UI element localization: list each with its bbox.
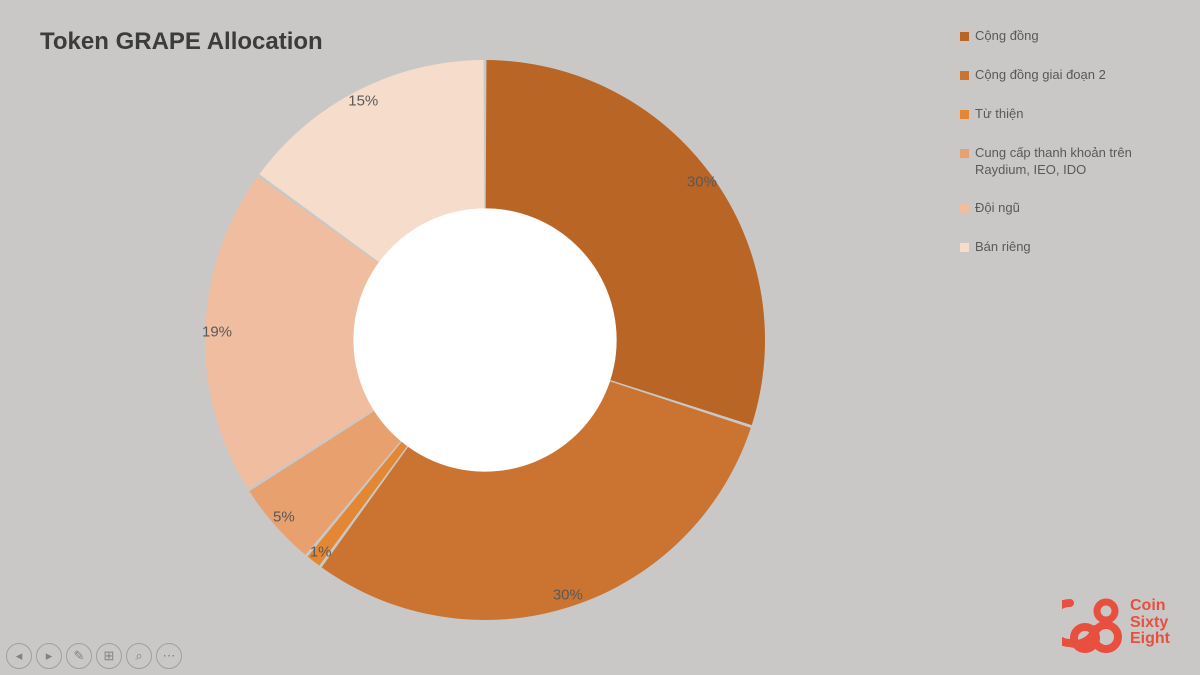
page-title: Token GRAPE Allocation [40,28,323,56]
logo-line: Coin [1130,598,1170,615]
slice-datalabel: 30% [553,587,583,604]
legend-swatch [960,243,969,252]
view-all-button[interactable]: ⊞ [96,643,122,669]
zoom-button[interactable]: ⌕ [126,643,152,669]
legend-label: Cộng đồng giai đoạn 2 [975,67,1106,84]
chart-legend: Cộng đồng Cộng đồng giai đoạn 2 Từ thiện Cu… [960,28,1160,278]
prev-slide-button[interactable]: ◂ [6,643,32,669]
donut-hole [353,208,616,471]
legend-label: Cung cấp thanh khoản trên Raydium, IEO, … [975,145,1150,179]
legend-swatch [960,204,969,213]
legend-item: Bán riêng [960,239,1160,256]
pen-button[interactable]: ✎ [66,643,92,669]
next-slide-button[interactable]: ▸ [36,643,62,669]
slice-datalabel: 1% [310,543,332,560]
legend-label: Bán riêng [975,239,1031,256]
legend-item: Cộng đồng [960,28,1160,45]
legend-swatch [960,110,969,119]
legend-label: Cộng đồng [975,28,1039,45]
brand-logo: CoinSixtyEight [1062,591,1170,655]
legend-item: Cộng đồng giai đoạn 2 [960,67,1160,84]
logo-line: Eight [1130,631,1170,648]
legend-label: Từ thiện [975,106,1023,123]
slice-datalabel: 5% [273,509,295,526]
more-options-button[interactable]: ⋯ [156,643,182,669]
legend-label: Đội ngũ [975,200,1020,217]
slice-datalabel: 15% [348,93,378,110]
legend-swatch [960,149,969,158]
legend-item: Đội ngũ [960,200,1160,217]
legend-item: Cung cấp thanh khoản trên Raydium, IEO, … [960,145,1160,179]
slice-datalabel: 30% [687,174,717,191]
legend-item: Từ thiện [960,106,1160,123]
slice-datalabel: 19% [202,323,232,340]
legend-swatch [960,32,969,41]
presenter-toolbar: ◂▸✎⊞⌕⋯ [6,643,182,669]
donut-chart: 30% 30% 1% 5% 19% 15% [200,55,770,625]
logo-line: Sixty [1130,615,1170,632]
legend-swatch [960,71,969,80]
